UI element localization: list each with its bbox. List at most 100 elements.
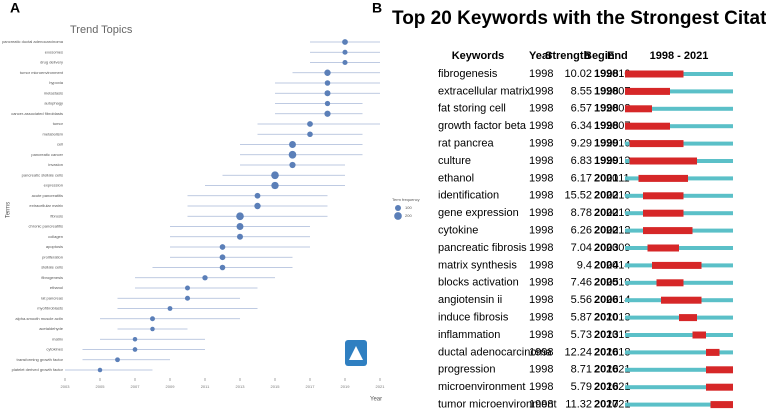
- term-label: rat pancreas: [41, 295, 63, 300]
- term-label: hypoxia: [49, 80, 64, 85]
- term-label: tumor microenvironment: [20, 70, 64, 75]
- panel-label: B: [372, 0, 382, 16]
- keyword: tumor microenvironment: [438, 399, 557, 411]
- timeline-bar: [625, 106, 733, 111]
- burst-bar: [652, 261, 702, 269]
- term-label: invasion: [48, 162, 63, 167]
- burst-bar: [643, 227, 693, 235]
- end-year: 2012: [606, 225, 630, 237]
- end-year: 2021: [606, 381, 630, 393]
- keyword: growth factor beta: [438, 120, 527, 132]
- term-dot: [289, 161, 296, 169]
- term-dot: [342, 39, 348, 45]
- keyword: matrix synthesis: [438, 259, 517, 271]
- start-year: 1998: [529, 364, 553, 376]
- term-dot: [185, 285, 190, 291]
- timeline-bar: [625, 385, 733, 390]
- start-year: 1998: [529, 138, 553, 150]
- term-label: fibrosis: [50, 213, 63, 218]
- strength: 8.78: [571, 207, 592, 219]
- burst-bar: [625, 87, 670, 95]
- strength: 6.34: [571, 120, 592, 132]
- term-dot: [288, 150, 297, 159]
- term-dot: [324, 69, 331, 76]
- term-dot: [219, 254, 226, 261]
- term-label: matrix: [52, 336, 63, 341]
- start-year: 1998: [529, 68, 553, 80]
- chart-title: Trend Topics: [70, 24, 133, 36]
- term-dot: [115, 357, 120, 363]
- end-year: 2010: [606, 68, 630, 80]
- x-tick-label: 2011: [201, 384, 210, 389]
- begin-year: 2010: [594, 312, 618, 324]
- begin-year: 2006: [594, 294, 618, 306]
- term-dot: [324, 100, 331, 107]
- term-dot: [202, 275, 208, 281]
- begin-year: 2002: [594, 225, 618, 237]
- chart-title: Top 20 Keywords with the Strongest Citat…: [392, 8, 766, 29]
- x-tick-label: 2009: [166, 384, 176, 389]
- term-dot: [150, 316, 155, 322]
- burst-bar: [710, 401, 733, 409]
- column-header: 1998 - 2021: [650, 50, 709, 62]
- term-label: pancreatic stellate cells: [22, 172, 63, 177]
- burst-bar: [692, 331, 706, 339]
- term-label: myofibroblasts: [37, 306, 63, 311]
- term-dot: [236, 212, 244, 221]
- start-year: 1998: [529, 329, 553, 341]
- term-dot: [254, 202, 261, 210]
- start-year: 1998: [529, 277, 553, 289]
- legend-dot: [394, 212, 402, 220]
- keyword: cytokine: [438, 225, 478, 237]
- term-label: drug delivery: [40, 60, 63, 65]
- start-year: 1998: [529, 85, 553, 97]
- start-year: 1998: [529, 207, 553, 219]
- term-dot: [307, 131, 313, 138]
- term-label: pancreatic ductal adenocarcinoma: [2, 39, 64, 44]
- term-label: exosomes: [45, 49, 63, 54]
- term-label: tumor: [53, 121, 64, 126]
- term-dot: [219, 244, 226, 250]
- keyword: induce fibrosis: [438, 312, 509, 324]
- keyword: inflammation: [438, 329, 500, 341]
- column-header: End: [607, 50, 628, 62]
- term-label: cancer-associated fibroblasts: [11, 111, 63, 116]
- end-year: 2009: [606, 242, 630, 254]
- term-dot: [219, 264, 226, 271]
- start-year: 1998: [529, 242, 553, 254]
- start-year: 1998: [529, 155, 553, 167]
- x-axis-label: Year: [370, 397, 382, 403]
- x-tick-label: 2005: [96, 384, 106, 389]
- timeline-bar: [625, 124, 733, 129]
- begin-year: 1998: [594, 103, 618, 115]
- strength: 5.79: [571, 381, 592, 393]
- burst-bar: [706, 383, 733, 391]
- x-tick-label: 2017: [306, 384, 316, 389]
- burst-bar: [706, 366, 733, 374]
- term-dot: [342, 49, 348, 55]
- strength: 10.02: [564, 68, 592, 80]
- end-year: 2021: [606, 364, 630, 376]
- end-year: 2021: [606, 399, 630, 411]
- term-dot: [271, 181, 279, 190]
- begin-year: 2004: [594, 259, 619, 271]
- term-dot: [307, 121, 313, 127]
- burst-bar: [643, 192, 684, 200]
- start-year: 1998: [529, 312, 553, 324]
- keyword: progression: [438, 364, 495, 376]
- burst-bar: [629, 140, 684, 148]
- end-year: 2015: [606, 329, 630, 341]
- term-dot: [237, 233, 243, 240]
- term-dot: [236, 223, 244, 230]
- end-year: 2003: [606, 103, 630, 115]
- logo-mark: [349, 346, 363, 360]
- term-label: platelet derived growth factor: [12, 367, 64, 372]
- keyword: rat pancrea: [438, 138, 495, 150]
- burst-bar: [679, 314, 697, 322]
- start-year: 1998: [529, 381, 553, 393]
- end-year: 2007: [606, 120, 630, 132]
- timeline-bar: [625, 350, 733, 355]
- strength: 9.29: [571, 138, 592, 150]
- term-label: alpha-smooth muscle actin: [15, 316, 63, 321]
- burst-bar: [643, 209, 684, 217]
